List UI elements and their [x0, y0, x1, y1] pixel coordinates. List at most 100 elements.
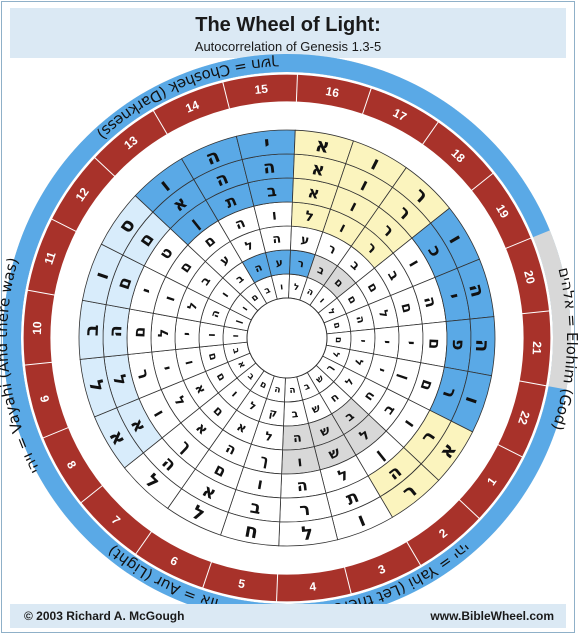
wheel-letter: ר [299, 500, 312, 521]
spoke-number: 4 [309, 579, 317, 594]
wheel-letter: ם [331, 321, 342, 330]
wheel-letter: ל [300, 521, 314, 545]
number-divider [458, 499, 480, 520]
wheel-letter: ך [259, 452, 270, 469]
wheel-letter: ה [296, 475, 309, 495]
wheel-letter: י [263, 132, 271, 155]
spoke-number: 22 [515, 409, 533, 426]
wheel-letter: ו [337, 220, 349, 236]
website-link[interactable]: www.BibleWheel.com [430, 609, 554, 623]
wheel-letter: ה [289, 386, 296, 397]
wheel-letter: ו [317, 296, 326, 305]
wheel-letter: פ [448, 339, 468, 351]
number-divider [361, 87, 372, 115]
wheel-letter: ו [162, 294, 179, 304]
wheel-letter: ה [252, 260, 264, 275]
wheel-letter: ב [266, 181, 278, 201]
wheel-letter: ה [262, 157, 276, 178]
wheel-letter: ב [291, 407, 299, 421]
wheel-letter: ע [300, 231, 311, 247]
number-divider [27, 289, 56, 296]
wheel-letter: י [380, 340, 395, 344]
number-divider [421, 121, 439, 145]
wheel-letter: ו [219, 289, 232, 299]
wheel-letter: י [442, 291, 463, 301]
wheel-letter: י [158, 364, 175, 372]
wheel-letter: ב [303, 381, 312, 393]
wheel-letter: ל [376, 308, 392, 319]
number-divider [135, 531, 153, 555]
wheel-letter: ח [243, 518, 260, 543]
number-ring-outer-edge [22, 73, 552, 603]
wheel-letter: א [310, 159, 326, 181]
number-divider [222, 81, 231, 110]
wheel-letter: ל [325, 307, 336, 317]
wheel-letter: ל [264, 428, 274, 444]
number-divider [471, 172, 494, 192]
wheel-letter: ם [258, 380, 268, 392]
number-divider [295, 74, 298, 103]
spoke-number: 19 [493, 202, 512, 221]
wheel-letter: ם [206, 351, 220, 361]
wheel-letter: ל [108, 373, 130, 388]
wheel-letter: א [306, 182, 321, 203]
number-divider [276, 573, 279, 602]
wheel-letter: ו [229, 388, 241, 400]
number-ring-band [23, 74, 551, 602]
wheel-letter: ל [293, 283, 300, 294]
wheel-letter: ו [205, 333, 218, 337]
wheel-letter: ה [464, 281, 490, 299]
spoke-number: 10 [30, 321, 45, 335]
page-title: The Wheel of Light: [195, 14, 381, 36]
wheel-letter: י [137, 285, 156, 295]
wheel-letter: ם [114, 274, 137, 292]
wheel-letter: ה [272, 230, 282, 246]
wheel-cell [450, 370, 493, 433]
number-divider [202, 561, 213, 589]
wheel-letter: ן [234, 319, 244, 325]
wheel-letter: ר [133, 367, 154, 381]
copyright-text: © 2003 Richard A. McGough [24, 609, 185, 623]
wheel-letter: ן [395, 372, 412, 382]
wheel-letter: ע [275, 256, 283, 270]
wheel-letter: ה [273, 385, 281, 396]
wheel-letter: ר [296, 257, 305, 271]
spoke-number: 11 [41, 250, 58, 267]
wheel-letter: ם [397, 301, 415, 314]
number-divider [505, 237, 532, 250]
wheel-letter: ב [230, 347, 241, 355]
number-divider [521, 310, 550, 315]
wheel-letter: ך [325, 363, 336, 373]
wheel-letter: ש [314, 373, 326, 385]
wheel-letter: ב [249, 497, 263, 519]
number-divider [406, 541, 422, 566]
spoke-number: 5 [237, 576, 246, 591]
wheel-letter: ה [208, 308, 223, 319]
wheel-letter: ל [330, 350, 341, 358]
wheel-letter: י [356, 339, 369, 343]
number-ring-inner-edge [50, 101, 524, 575]
wheel-letter: י [374, 366, 389, 374]
spoke-number: 15 [254, 82, 269, 97]
wheel-letter: ה [292, 429, 302, 445]
wheel-letter: ו [240, 305, 250, 313]
wheel-letter: י [179, 332, 194, 336]
spoke-number: 14 [183, 98, 201, 116]
wheel-letter: ה [305, 287, 315, 299]
spoke-number: 20 [521, 269, 538, 286]
wheel-letter: ב [80, 324, 103, 337]
number-divider [42, 426, 69, 439]
spoke-number: 21 [530, 341, 545, 355]
number-divider [94, 156, 116, 177]
wheel-letter: ו [280, 282, 284, 292]
wheel-letter: ל [84, 377, 109, 394]
page-subtitle: Autocorrelation of Genesis 1.3-5 [194, 39, 382, 54]
wheel-letter: ה [106, 325, 126, 338]
wheel-letter: ה [471, 339, 495, 353]
number-divider [51, 218, 77, 232]
wheel-letter: ו [271, 207, 277, 223]
number-divider [518, 380, 547, 387]
wheel-letter: א [235, 360, 247, 371]
spoke-number: 3 [376, 561, 388, 577]
